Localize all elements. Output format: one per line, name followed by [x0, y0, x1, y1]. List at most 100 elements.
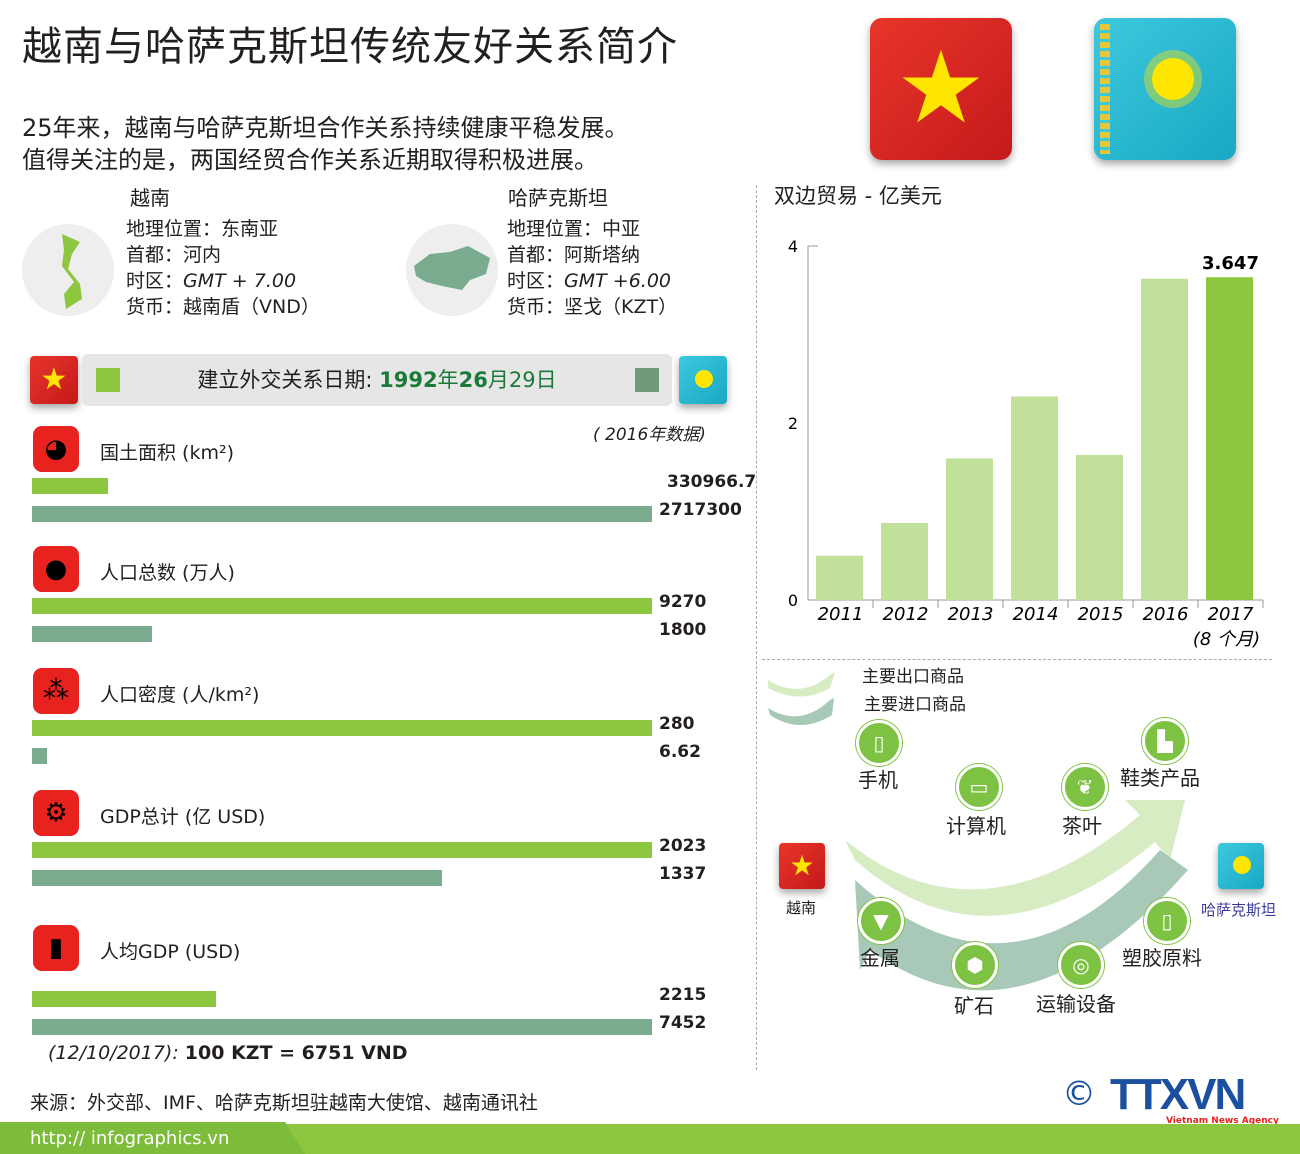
export-item-label: 鞋类产品 [1120, 766, 1200, 790]
import-item-label: 塑胶原料 [1122, 946, 1202, 970]
vn-timezone-value: GMT + 7.00 [183, 270, 297, 292]
kz-timezone-value: GMT +6.00 [564, 270, 672, 292]
page-title: 越南与哈萨克斯坦传统友好关系简介 [22, 24, 678, 70]
vietnam-bar [32, 991, 217, 1007]
chart-title: 双边贸易 - 亿美元 [774, 184, 942, 208]
kazakhstan-value: 7452 [659, 1013, 707, 1033]
export-arrow [845, 800, 1185, 916]
x-tick-label: 2014 [1013, 604, 1059, 625]
intro-text: 25年来，越南与哈萨克斯坦合作关系持续健康平稳发展。 值得关注的是，两国经贸合作… [22, 112, 629, 176]
kazakhstan-value: 1800 [659, 620, 707, 640]
bar-2011 [816, 555, 863, 600]
bar-2017 [1206, 277, 1253, 600]
kazakhstan-bar [32, 506, 652, 522]
bar-2015 [1076, 454, 1123, 600]
vn-currency: 货币：越南盾（VND） [126, 296, 320, 318]
stat-label: GDP总计 (亿 USD) [100, 806, 266, 828]
intro-line: 25年来，越南与哈萨克斯坦合作关系持续健康平稳发展。 [22, 114, 629, 142]
vietnam-bar [32, 842, 652, 858]
vn-timezone-label: 时区： [126, 270, 184, 292]
people-icon: ⁂ [33, 668, 79, 714]
legend-export: 主要出口商品 [862, 667, 964, 687]
vietnam-value: 280 [659, 714, 695, 734]
x-tick-label: 2012 [883, 604, 929, 625]
tea-leaf-icon: ❦ [1062, 764, 1108, 810]
month-char: 月 [487, 368, 509, 392]
vietnam-flag-small: ★ [30, 356, 78, 404]
import-arrow [855, 850, 1188, 991]
bar-2013 [946, 458, 993, 600]
kazakhstan-legend-square [635, 368, 659, 392]
y-tick-label: 0 [788, 591, 798, 610]
trade-kazakhstan-label: 哈萨克斯坦 [1201, 901, 1277, 919]
website-link[interactable]: http:// infographics.vn [30, 1128, 230, 1149]
bar-2016 [1141, 278, 1188, 600]
vn-location: 地理位置：东南亚 [126, 218, 279, 240]
anvil-icon: ▼ [858, 898, 904, 944]
vn-timezone: 时区：GMT + 7.00 [126, 268, 320, 294]
y-tick-label: 4 [788, 237, 798, 256]
exchange-value: 100 KZT = 6751 VND [184, 1042, 408, 1064]
kazakhstan-flag-large [1094, 18, 1236, 160]
person-icon: ● [33, 546, 79, 592]
vietnam-value: 330966.7 [667, 472, 757, 492]
x-tick-label: 2011 [818, 604, 864, 625]
stat-label: 国土面积 (km²) [100, 442, 234, 464]
kazakhstan-flag-small [679, 356, 727, 404]
vietnam-map-icon [22, 224, 114, 316]
year-char: 年 [437, 368, 459, 392]
divider-vertical [756, 185, 757, 1070]
kazakhstan-info: 地理位置：中亚 首都：阿斯塔纳 时区：GMT +6.00 货币：坚戈（KZT） [507, 216, 677, 320]
import-item-label: 矿石 [954, 994, 994, 1018]
exchange-date: (12/10/2017): [48, 1042, 179, 1064]
x-tick-label: 2017 [1208, 604, 1254, 625]
vietnam-info: 地理位置：东南亚 首都：河内 时区：GMT + 7.00 货币：越南盾（VND） [126, 216, 320, 320]
trade-bar-chart: 0 2 4 2011 2012 2013 2014 2015 2016 2017 3.647 (8 个… [788, 237, 1264, 650]
diplomatic-year: 1992 [379, 368, 438, 392]
x-tick-label: 2015 [1078, 604, 1124, 625]
ore-icon: ⬢ [952, 942, 998, 988]
kazakhstan-bar [32, 870, 442, 886]
source-text: 来源：外交部、IMF、哈萨克斯坦驻越南大使馆、越南通讯社 [30, 1092, 538, 1114]
kazakhstan-value: 6.62 [659, 742, 701, 762]
vietnam-value: 9270 [659, 592, 707, 612]
kazakhstan-flag-trade [1218, 843, 1264, 889]
kz-capital: 首都：阿斯塔纳 [507, 244, 641, 266]
x-tick-label: 2013 [948, 604, 994, 625]
stat-label: 人均GDP (USD) [100, 941, 241, 963]
import-item-label: 金属 [860, 946, 900, 970]
kz-location: 地理位置：中亚 [507, 218, 641, 240]
vietnam-legend-square [96, 368, 120, 392]
gdp-person-icon: ▮ [33, 925, 79, 971]
kazakhstan-bar [32, 626, 153, 642]
diplomatic-month: 26 [458, 368, 488, 392]
export-item-label: 手机 [858, 768, 898, 792]
copyright-icon: © [1062, 1074, 1096, 1114]
intro-line: 值得关注的是，两国经贸合作关系近期取得积极进展。 [22, 146, 598, 174]
vietnam-bar [32, 598, 652, 614]
vietnam-bar [32, 720, 652, 736]
x-tick-label: 2016 [1143, 604, 1189, 625]
vietnam-value: 2023 [659, 836, 707, 856]
bar-2014 [1011, 396, 1058, 600]
kazakhstan-title: 哈萨克斯坦 [508, 186, 608, 210]
kazakhstan-bar [32, 748, 47, 764]
exchange-rate: (12/10/2017): 100 KZT = 6751 VND [48, 1042, 408, 1064]
stat-label: 人口密度 (人/km²) [100, 684, 260, 706]
ttxvn-logo: TTXVN [1110, 1070, 1246, 1119]
x-tick-note: (8 个月) [1193, 629, 1260, 650]
export-item-label: 茶叶 [1062, 814, 1102, 838]
tire-icon: ◎ [1058, 942, 1104, 988]
legend-import: 主要进口商品 [864, 695, 966, 715]
diplomatic-label: 建立外交关系日期: [197, 368, 373, 392]
divider-horizontal [762, 659, 1272, 660]
trade-arrows [768, 672, 1188, 991]
kazakhstan-value: 2717300 [659, 500, 742, 520]
vietnam-value: 2215 [659, 985, 707, 1005]
logo-subtitle: Vietnam News Agency [1166, 1116, 1279, 1126]
data-label: 3.647 [1202, 253, 1259, 274]
export-legend-arrow [768, 672, 835, 697]
kazakhstan-bar [32, 1019, 652, 1035]
gears-icon: ⚙ [33, 790, 79, 836]
vietnam-flag-trade: ★ [779, 843, 825, 889]
